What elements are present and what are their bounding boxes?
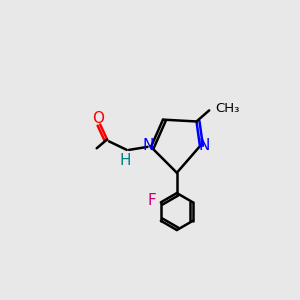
Text: F: F [147,193,156,208]
Text: CH₃: CH₃ [215,102,239,115]
Text: N: N [142,137,154,152]
Text: H: H [119,153,130,168]
Text: N: N [198,137,210,152]
Text: O: O [92,111,104,126]
